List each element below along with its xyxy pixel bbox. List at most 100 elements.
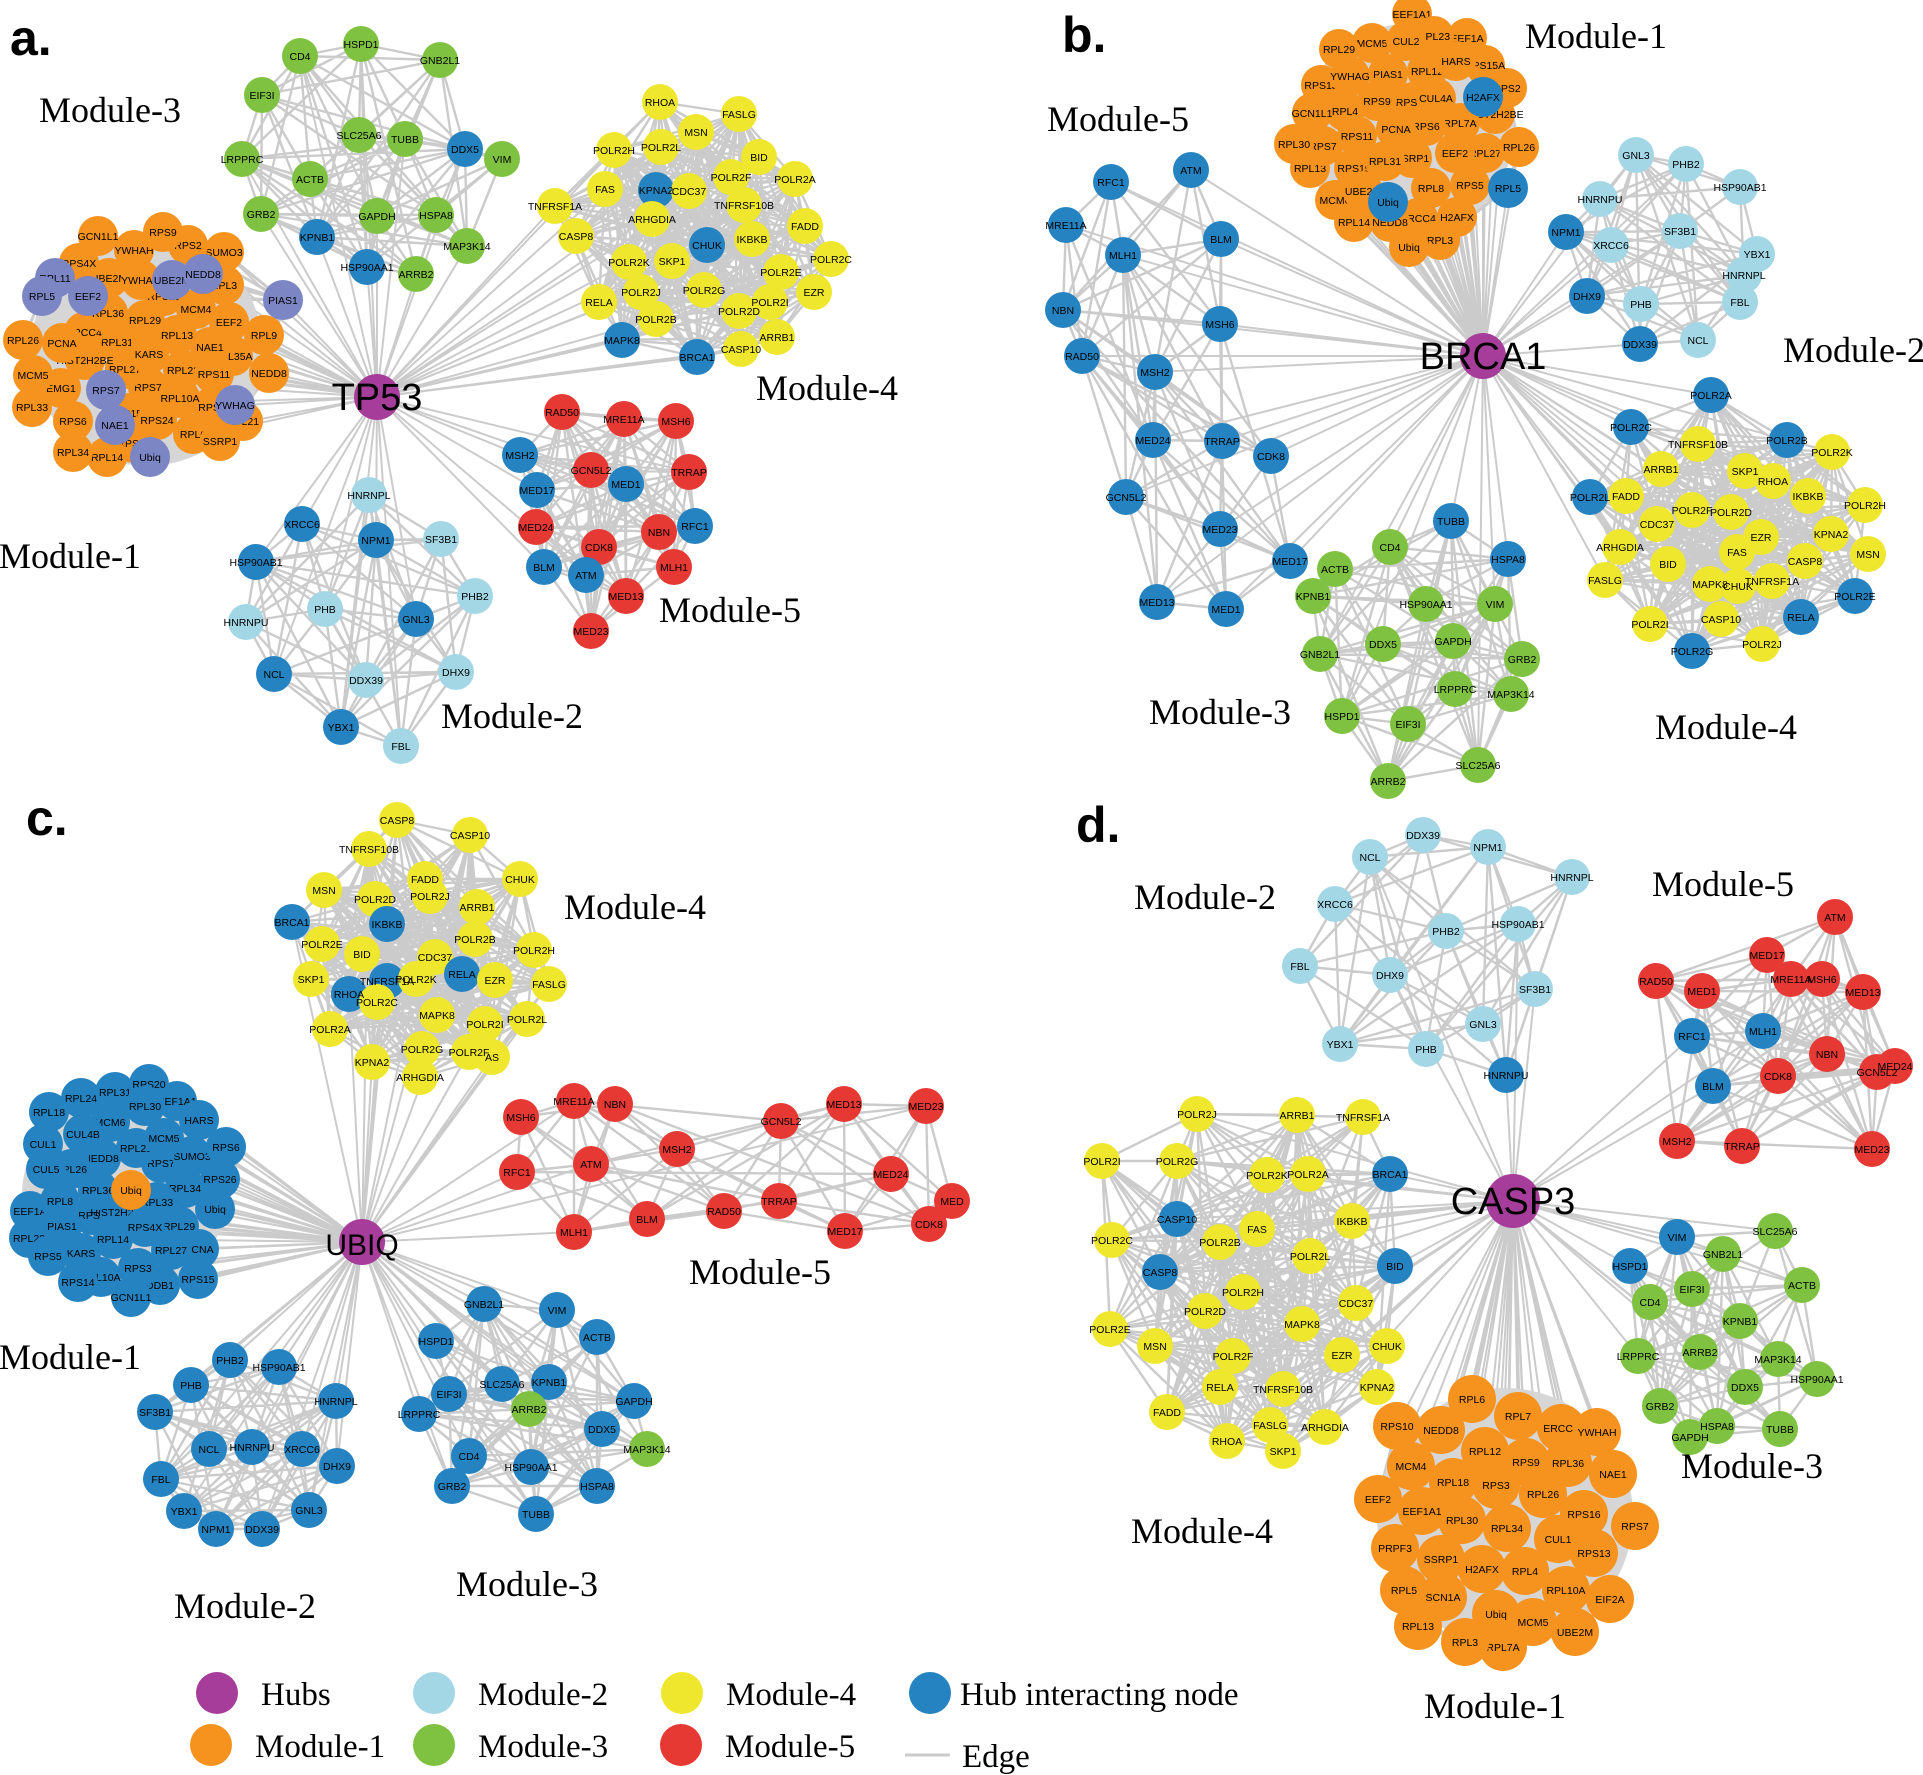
svg-text:HNRNPU: HNRNPU (1484, 1070, 1529, 1082)
svg-text:MAP3K14: MAP3K14 (1754, 1354, 1801, 1366)
svg-text:SLC25A6: SLC25A6 (1753, 1226, 1798, 1238)
svg-text:RPL23: RPL23 (1418, 31, 1450, 43)
svg-text:CASP10: CASP10 (1701, 614, 1741, 626)
svg-text:RPL3: RPL3 (1427, 235, 1453, 247)
svg-text:YWHAG: YWHAG (121, 275, 161, 287)
svg-text:RPL10A: RPL10A (1546, 1585, 1585, 1597)
svg-text:KPNB1: KPNB1 (1723, 1316, 1758, 1328)
svg-text:MAP3K14: MAP3K14 (623, 1444, 670, 1456)
svg-text:POLR2J: POLR2J (410, 891, 450, 903)
svg-text:MCM6: MCM6 (1320, 195, 1351, 207)
svg-text:RPS13: RPS13 (1304, 80, 1337, 92)
svg-text:POLR2J: POLR2J (1742, 639, 1782, 651)
svg-text:HSPA8: HSPA8 (1491, 554, 1525, 566)
svg-text:MED13: MED13 (1845, 987, 1880, 999)
svg-text:POLR2C: POLR2C (356, 997, 398, 1009)
svg-text:CD4: CD4 (1379, 542, 1400, 554)
svg-text:KPNB1: KPNB1 (1296, 591, 1331, 603)
svg-text:EMG1: EMG1 (46, 383, 76, 395)
svg-text:NCL: NCL (1687, 335, 1708, 347)
svg-text:FADD: FADD (1153, 1407, 1181, 1419)
svg-text:MED1: MED1 (1211, 604, 1240, 616)
svg-text:TRRAP: TRRAP (671, 467, 707, 479)
svg-text:CASP3: CASP3 (1451, 1181, 1576, 1223)
svg-text:CDK8: CDK8 (1257, 451, 1285, 463)
svg-text:HNRNPL: HNRNPL (1722, 270, 1765, 282)
svg-text:EZR: EZR (1751, 532, 1772, 544)
svg-text:NCL: NCL (198, 1444, 219, 1456)
svg-text:MLH1: MLH1 (560, 1227, 588, 1239)
svg-text:POLR2A: POLR2A (1690, 390, 1731, 402)
svg-text:TNFRSF1A: TNFRSF1A (360, 976, 414, 988)
svg-text:RPL9: RPL9 (251, 330, 277, 342)
svg-text:a.: a. (10, 10, 52, 66)
svg-text:HSPD1: HSPD1 (343, 39, 378, 51)
svg-text:RELA: RELA (448, 969, 475, 981)
svg-text:PHB: PHB (314, 604, 336, 616)
svg-text:RPS9: RPS9 (1512, 1457, 1540, 1469)
svg-text:POLR2C: POLR2C (1610, 422, 1652, 434)
svg-text:POLR2K: POLR2K (395, 974, 436, 986)
svg-text:CDK8: CDK8 (915, 1219, 943, 1231)
svg-text:IKBKB: IKBKB (372, 919, 403, 931)
svg-text:RFC1: RFC1 (1678, 1031, 1706, 1043)
svg-text:EEF2: EEF2 (75, 291, 101, 303)
svg-text:RPL12: RPL12 (1469, 1446, 1501, 1458)
svg-text:EEF1A1: EEF1A1 (1392, 9, 1431, 21)
svg-text:ARHGDIA: ARHGDIA (1301, 1422, 1349, 1434)
svg-text:POLR2F: POLR2F (449, 1047, 490, 1059)
svg-text:GCN1L1: GCN1L1 (1292, 108, 1333, 120)
svg-text:ATM: ATM (575, 570, 596, 582)
svg-text:FADD: FADD (411, 874, 439, 886)
svg-text:NCL: NCL (263, 669, 284, 681)
svg-text:Module-2: Module-2 (478, 1677, 608, 1713)
svg-text:EIF3I: EIF3I (1679, 1284, 1704, 1296)
svg-text:TNFRSF1A: TNFRSF1A (528, 201, 582, 213)
svg-text:RPS4X: RPS4X (128, 1222, 162, 1234)
svg-text:BID: BID (353, 949, 371, 961)
svg-text:SUMO3: SUMO3 (205, 247, 243, 259)
svg-text:MLH1: MLH1 (1749, 1026, 1777, 1038)
svg-text:GNL3: GNL3 (295, 1505, 323, 1517)
svg-text:MLH1: MLH1 (1109, 250, 1137, 262)
svg-text:RPS7: RPS7 (147, 1158, 175, 1170)
svg-text:RPL14: RPL14 (91, 452, 123, 464)
svg-text:POLR2I: POLR2I (1083, 1156, 1120, 1168)
svg-text:HSPD1: HSPD1 (418, 1336, 453, 1348)
svg-text:SF3B1: SF3B1 (425, 534, 457, 546)
svg-text:LRPPRC: LRPPRC (398, 1409, 441, 1421)
svg-text:GAPDH: GAPDH (1671, 1432, 1708, 1444)
svg-text:MSH2: MSH2 (505, 450, 534, 462)
svg-text:POLR2H: POLR2H (1844, 500, 1886, 512)
svg-text:MED13: MED13 (608, 591, 643, 603)
svg-text:MED17: MED17 (519, 485, 554, 497)
svg-text:GNB2L1: GNB2L1 (464, 1299, 504, 1311)
svg-text:NPM1: NPM1 (201, 1524, 230, 1536)
svg-text:RHOA: RHOA (334, 989, 364, 1001)
svg-text:NEDD8: NEDD8 (83, 1153, 119, 1165)
svg-text:Module-3: Module-3 (1681, 1446, 1823, 1486)
svg-text:POLR2D: POLR2D (1710, 507, 1752, 519)
svg-text:XRCC6: XRCC6 (284, 519, 320, 531)
svg-text:RFC1: RFC1 (1097, 177, 1125, 189)
svg-text:RPL34: RPL34 (57, 447, 89, 459)
svg-text:RPL30: RPL30 (1278, 139, 1310, 151)
svg-text:Ubiq: Ubiq (204, 1204, 226, 1216)
svg-text:RPL33: RPL33 (141, 1197, 173, 1209)
svg-text:ATM: ATM (1180, 165, 1201, 177)
svg-text:RELA: RELA (1206, 1382, 1233, 1394)
svg-text:POLR2H: POLR2H (1222, 1287, 1264, 1299)
svg-text:MRE11A: MRE11A (1770, 974, 1811, 986)
svg-text:CD4: CD4 (289, 51, 310, 63)
svg-text:KPNB1: KPNB1 (532, 1377, 567, 1389)
svg-text:UBE2M: UBE2M (1557, 1627, 1593, 1639)
svg-text:MLH1: MLH1 (660, 562, 688, 574)
svg-text:DDX5: DDX5 (1731, 1382, 1759, 1394)
svg-text:MED23: MED23 (573, 626, 608, 638)
svg-text:SKP1: SKP1 (298, 974, 325, 986)
svg-text:Module-5: Module-5 (659, 590, 801, 630)
svg-text:POLR2G: POLR2G (401, 1044, 444, 1056)
svg-text:CASP10: CASP10 (450, 830, 490, 842)
svg-text:H2AFX: H2AFX (1466, 92, 1500, 104)
svg-text:POLR2C: POLR2C (810, 254, 852, 266)
